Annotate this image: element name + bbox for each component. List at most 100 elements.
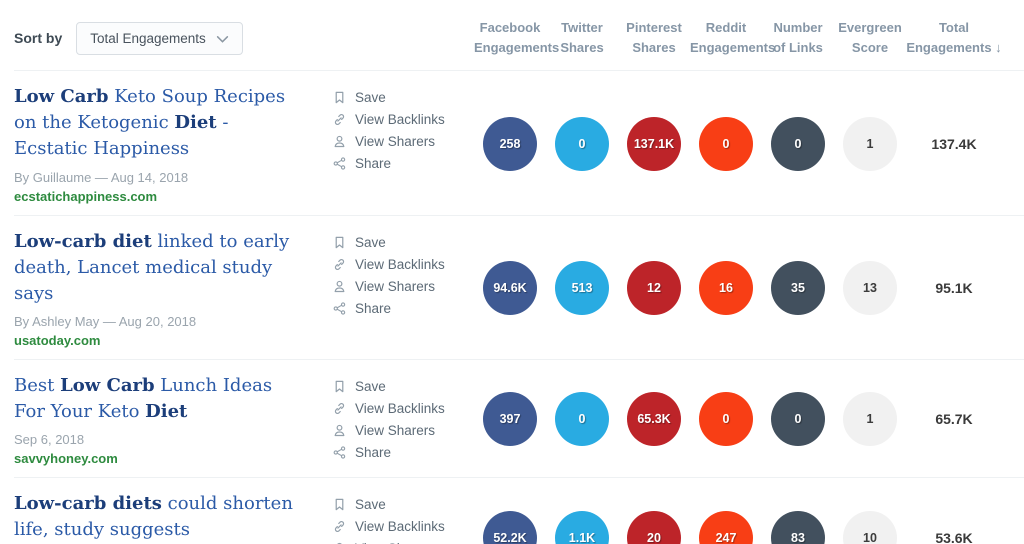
- article-row: Low-carb diets could shorten life, study…: [14, 478, 1024, 544]
- total-engagements-value: 137.4K: [931, 135, 977, 152]
- column-header-twitter[interactable]: Twitter Shares: [546, 18, 618, 58]
- twitter-count-badge: 513: [555, 261, 609, 316]
- reddit-metric-cell: 0: [690, 392, 762, 447]
- column-header-line1: Pinterest: [626, 20, 682, 35]
- bookmark-icon: [332, 497, 347, 512]
- view-backlinks-link[interactable]: View Backlinks: [332, 257, 474, 272]
- save-link[interactable]: Save: [332, 235, 474, 250]
- evergreen-count-badge: 13: [843, 261, 897, 316]
- article-title-link[interactable]: Low Carb Keto Soup Recipes on the Ketoge…: [14, 84, 306, 162]
- bookmark-icon: [332, 90, 347, 105]
- action-label: View Backlinks: [355, 519, 445, 535]
- share-link[interactable]: Share: [332, 445, 474, 460]
- share-icon: [332, 301, 347, 316]
- column-header-line1: Twitter: [561, 20, 603, 35]
- link-icon: [332, 401, 347, 416]
- share-icon: [332, 445, 347, 460]
- links-count-badge: 35: [771, 261, 825, 316]
- facebook-metric-cell: 52.2K: [474, 510, 546, 544]
- column-header-evergreen[interactable]: Evergreen Score: [834, 18, 906, 58]
- pinterest-count-badge: 65.3K: [627, 392, 681, 447]
- column-header-line1: Facebook: [479, 20, 541, 35]
- column-header-line2: of Links: [773, 40, 823, 56]
- links-count-badge: 0: [771, 392, 825, 447]
- column-header-pinterest[interactable]: Pinterest Shares: [618, 18, 690, 58]
- article-info: Low-carb diet linked to early death, Lan…: [14, 229, 332, 348]
- title-highlighted-term: Diet: [145, 400, 188, 422]
- person-icon: [332, 423, 347, 438]
- person-icon: [332, 541, 347, 544]
- share-icon: [332, 156, 347, 171]
- twitter-metric-cell: 0: [546, 392, 618, 447]
- view-backlinks-link[interactable]: View Backlinks: [332, 519, 474, 534]
- view-backlinks-link[interactable]: View Backlinks: [332, 401, 474, 416]
- facebook-metric-cell: 258: [474, 116, 546, 171]
- article-domain: ecstatichappiness.com: [14, 188, 158, 204]
- article-title-link[interactable]: Low-carb diets could shorten life, study…: [14, 491, 306, 543]
- links-metric-cell: 0: [762, 116, 834, 171]
- save-link[interactable]: Save: [332, 90, 474, 105]
- save-link[interactable]: Save: [332, 379, 474, 394]
- article-actions: Save View Backlinks View Sharers Share: [332, 373, 474, 460]
- view-sharers-link[interactable]: View Sharers: [332, 279, 474, 294]
- save-link[interactable]: Save: [332, 497, 474, 512]
- share-link[interactable]: Share: [332, 301, 474, 316]
- facebook-count-badge: 52.2K: [483, 510, 537, 544]
- links-count-badge: 0: [771, 116, 825, 171]
- action-label: View Backlinks: [355, 112, 445, 128]
- reddit-count-badge: 16: [699, 261, 753, 316]
- facebook-metric-cell: 94.6K: [474, 261, 546, 316]
- view-sharers-link[interactable]: View Sharers: [332, 541, 474, 544]
- chevron-down-icon: [216, 35, 229, 44]
- column-header-line2: Engagements: [474, 40, 560, 56]
- pinterest-count-badge: 12: [627, 261, 681, 316]
- view-sharers-link[interactable]: View Sharers: [332, 134, 474, 149]
- facebook-count-badge: 94.6K: [483, 261, 537, 316]
- bookmark-icon: [332, 235, 347, 250]
- reddit-count-badge: 247: [699, 510, 753, 544]
- article-title-link[interactable]: Low-carb diet linked to early death, Lan…: [14, 229, 306, 307]
- person-icon: [332, 134, 347, 149]
- article-actions: Save View Backlinks View Sharers Share: [332, 84, 474, 171]
- title-text: Lunch Ideas For Your Keto: [14, 374, 273, 422]
- twitter-count-badge: 1.1K: [555, 510, 609, 544]
- results-list: Low Carb Keto Soup Recipes on the Ketoge…: [14, 71, 1024, 544]
- article-actions: Save View Backlinks View Sharers Share: [332, 229, 474, 316]
- action-label: View Sharers: [355, 134, 436, 150]
- title-highlighted-term: Diet: [174, 112, 217, 134]
- action-label: View Sharers: [355, 541, 435, 544]
- column-header-facebook[interactable]: Facebook Engagements: [474, 18, 560, 58]
- person-icon: [332, 279, 347, 294]
- pinterest-count-badge: 20: [627, 510, 681, 544]
- title-text: could shorten life, study suggests: [14, 493, 293, 541]
- column-header-total[interactable]: Total Engagements ↓: [906, 18, 1002, 58]
- view-backlinks-link[interactable]: View Backlinks: [332, 112, 474, 127]
- action-label: Save: [355, 90, 386, 106]
- view-sharers-link[interactable]: View Sharers: [332, 423, 474, 438]
- sort-dropdown[interactable]: Total Engagements: [76, 21, 243, 55]
- action-label: View Sharers: [355, 422, 436, 438]
- column-header-reddit[interactable]: Reddit Engagements: [690, 18, 775, 58]
- bookmark-icon: [332, 379, 347, 394]
- article-byline: Sep 6, 2018: [14, 432, 85, 448]
- twitter-metric-cell: 1.1K: [546, 510, 618, 544]
- link-icon: [332, 112, 347, 127]
- column-header-links[interactable]: Number of Links: [762, 18, 834, 58]
- links-metric-cell: 83: [762, 510, 834, 544]
- facebook-count-badge: 397: [483, 392, 537, 447]
- article-info: Low-carb diets could shorten life, study…: [14, 491, 332, 544]
- share-link[interactable]: Share: [332, 156, 474, 171]
- action-label: View Backlinks: [355, 256, 445, 272]
- evergreen-count-badge: 1: [843, 116, 897, 171]
- pinterest-count-badge: 137.1K: [627, 116, 681, 171]
- reddit-count-badge: 0: [699, 116, 753, 171]
- action-label: Share: [355, 444, 392, 460]
- action-label: View Backlinks: [355, 400, 445, 416]
- total-engagements-value: 65.7K: [935, 411, 973, 428]
- column-header-line2: Shares: [560, 40, 604, 56]
- column-header-line2: Score: [851, 40, 889, 56]
- article-title-link[interactable]: Best Low Carb Lunch Ideas For Your Keto …: [14, 373, 306, 425]
- article-row: Best Low Carb Lunch Ideas For Your Keto …: [14, 360, 1024, 479]
- article-row: Low-carb diet linked to early death, Lan…: [14, 216, 1024, 360]
